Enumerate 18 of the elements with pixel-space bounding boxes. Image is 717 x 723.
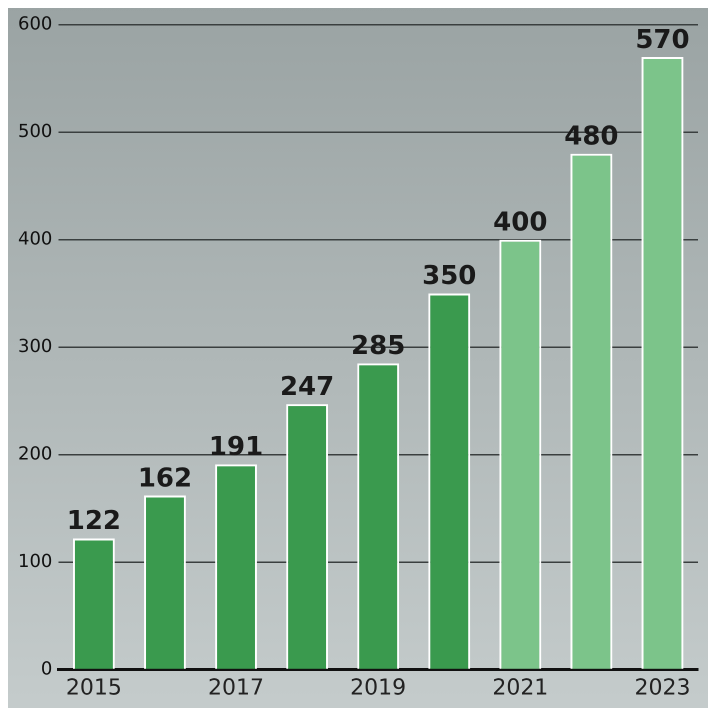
y-tick-label: 100: [18, 550, 52, 572]
y-tick-label: 200: [18, 443, 52, 464]
data-label: 350: [422, 261, 476, 292]
data-label: 122: [66, 506, 122, 536]
x-tick-label: 2015: [66, 676, 122, 701]
y-tick-label: 400: [18, 228, 52, 250]
y-tick-label: 600: [18, 13, 52, 34]
x-tick-label: 2021: [492, 676, 548, 701]
y-tick-label: 0: [40, 658, 52, 680]
y-tick-label: 300: [18, 336, 52, 357]
x-tick-label: 2023: [634, 676, 690, 701]
data-label: 400: [493, 207, 548, 238]
data-label: 247: [280, 372, 334, 402]
data-label: 570: [635, 24, 690, 55]
x-tick-label: 2019: [350, 676, 406, 701]
data-label: 162: [138, 463, 192, 494]
y-tick-label: 500: [18, 120, 52, 142]
x-tick-label: 2017: [208, 676, 264, 701]
